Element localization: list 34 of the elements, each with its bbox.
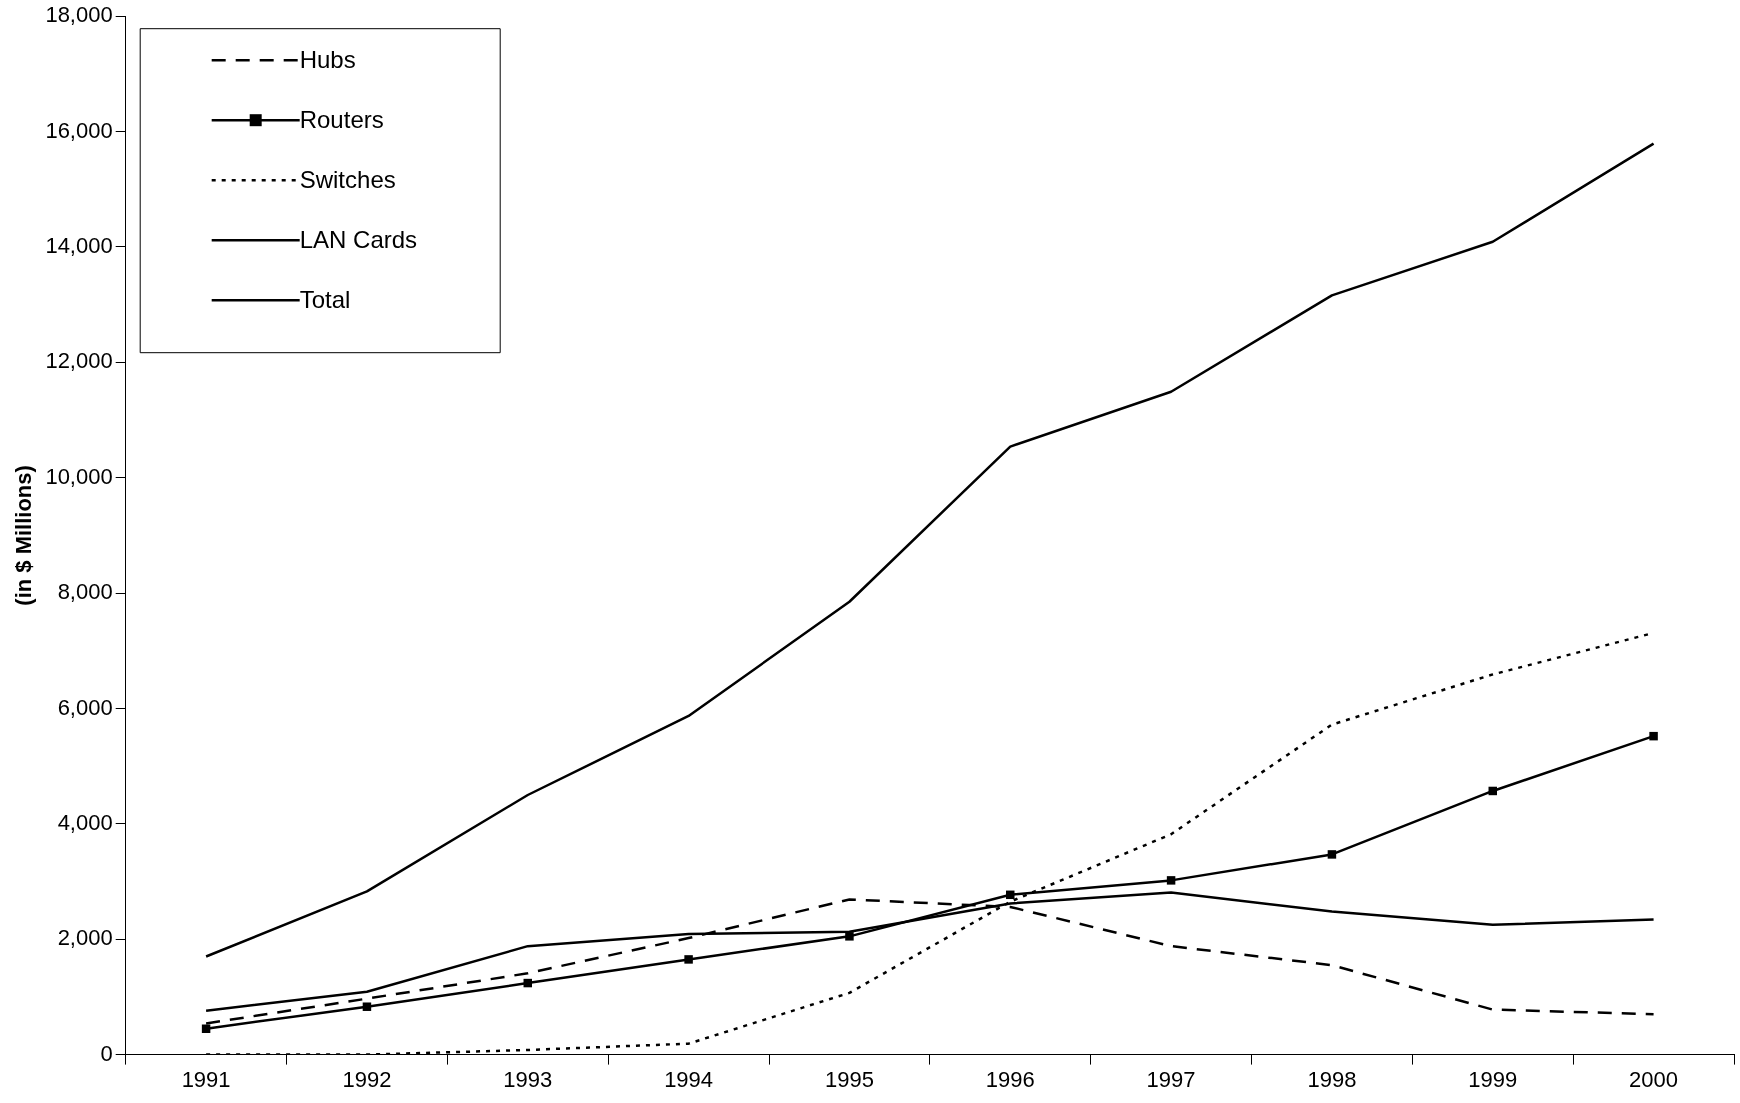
point xyxy=(1327,850,1337,859)
x-tick-label: 2000 xyxy=(1629,1066,1679,1092)
x-tick-label: 1993 xyxy=(503,1066,553,1092)
y-axis-title: (in $ Millions) xyxy=(11,465,37,606)
y-tick-label: 10,000 xyxy=(45,463,113,489)
y-tick-label: 16,000 xyxy=(45,117,113,143)
y-tick-label: 0 xyxy=(100,1040,113,1066)
y-tick-label: 8,000 xyxy=(57,579,113,605)
y-tick-label: 4,000 xyxy=(57,809,113,835)
y-tick-label: 6,000 xyxy=(57,694,113,720)
point xyxy=(684,955,693,964)
x-tick-label: 1998 xyxy=(1307,1066,1357,1092)
point xyxy=(1166,876,1176,885)
x-tick-label: 1991 xyxy=(181,1066,231,1092)
point xyxy=(201,1024,211,1033)
legend-label: LAN Cards xyxy=(299,225,418,253)
x-tick-label: 1997 xyxy=(1146,1066,1196,1092)
x-tick-label: 1992 xyxy=(342,1066,392,1092)
y-tick-label: 2,000 xyxy=(57,925,113,951)
y-tick-label: 18,000 xyxy=(45,2,113,28)
legend-label: Total xyxy=(299,285,351,313)
point xyxy=(1649,731,1658,741)
legend-label: Switches xyxy=(299,165,396,193)
legend-label: Hubs xyxy=(299,45,356,73)
legend-label: Routers xyxy=(299,105,384,133)
x-tick-label: 1995 xyxy=(824,1066,874,1092)
y-tick-label: 14,000 xyxy=(45,233,113,259)
x-tick-label: 1996 xyxy=(985,1066,1035,1092)
point xyxy=(1006,890,1015,900)
x-tick-label: 1994 xyxy=(664,1066,714,1092)
point xyxy=(362,1002,372,1011)
y-tick-label: 12,000 xyxy=(45,348,113,374)
x-tick-label: 1999 xyxy=(1468,1066,1518,1092)
point xyxy=(845,932,854,941)
